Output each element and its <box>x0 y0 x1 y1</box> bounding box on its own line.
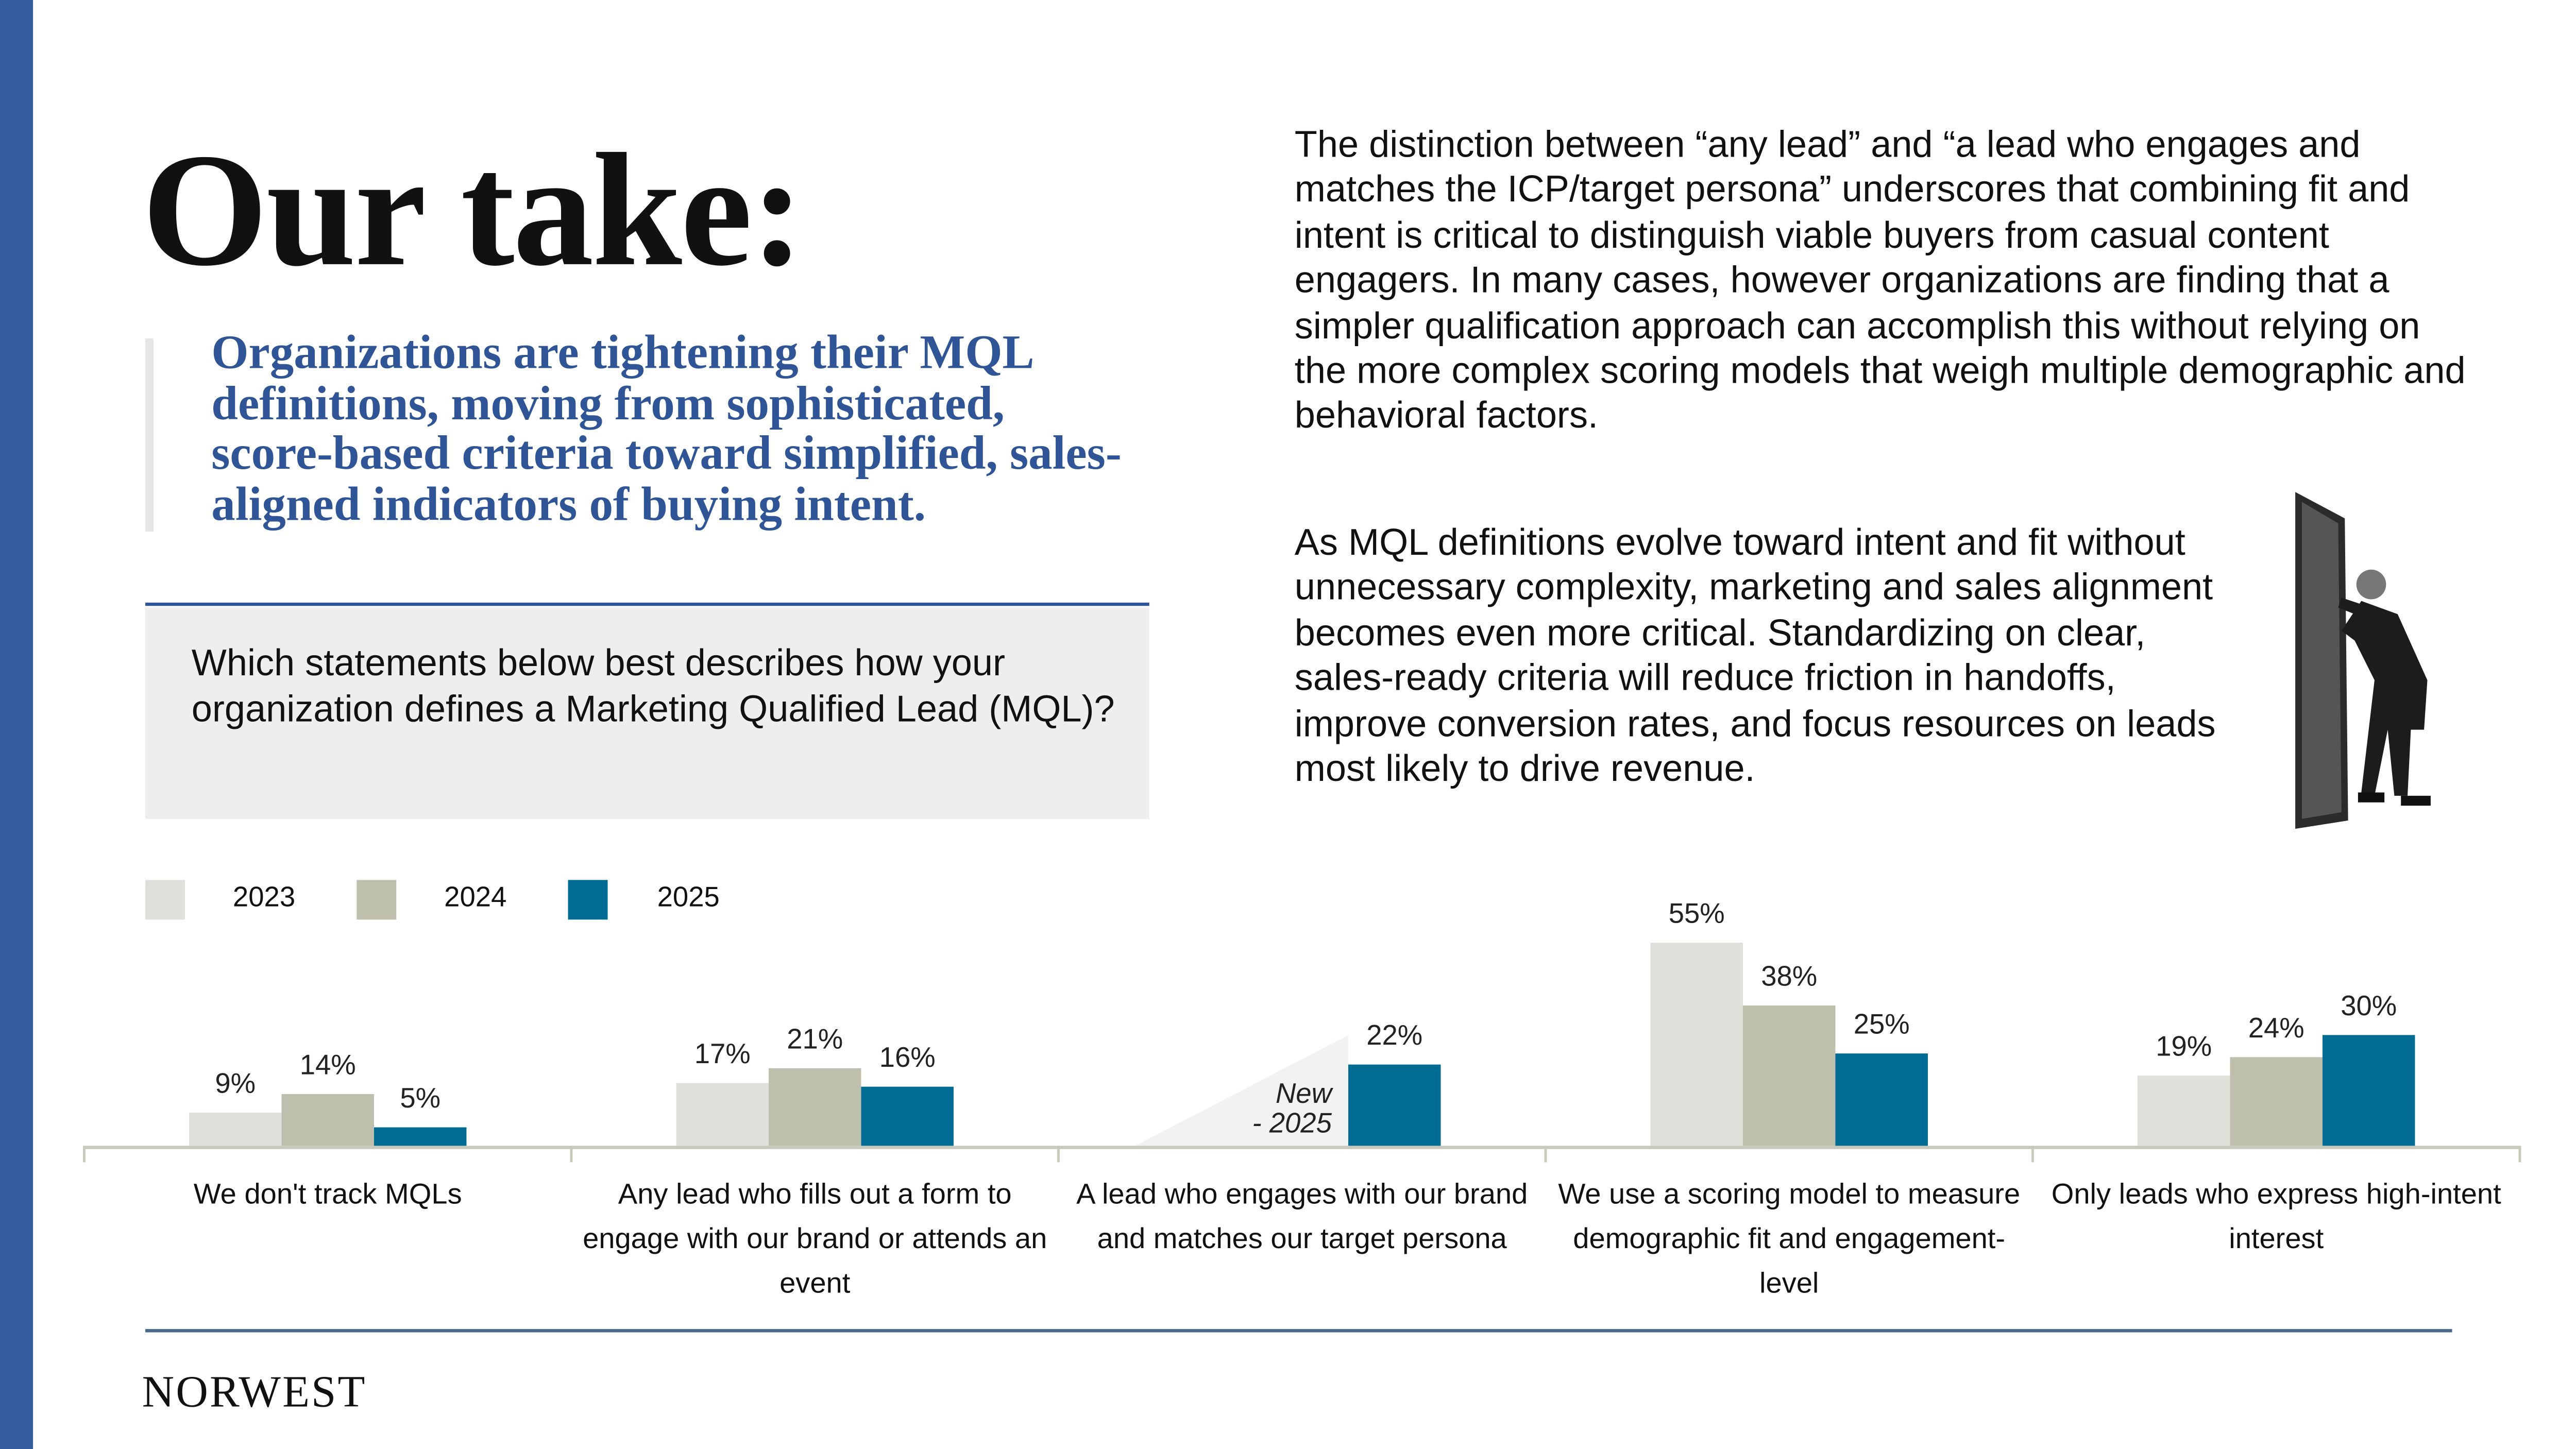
legend-swatch-2025 <box>568 880 608 920</box>
data-label: 21% <box>787 1023 843 1054</box>
data-label: 5% <box>400 1082 440 1114</box>
page-title: Our take: <box>142 122 805 301</box>
question-divider <box>145 602 1149 606</box>
footer-divider <box>145 1329 2452 1333</box>
bar-2023 <box>676 1083 769 1146</box>
new-2025-label: New <box>1276 1078 1334 1109</box>
bar-2025 <box>861 1086 954 1146</box>
survey-question: Which statements below best describes ho… <box>191 642 1115 729</box>
man-pushing-door-image <box>2295 492 2431 829</box>
bar-2023 <box>1650 943 1743 1146</box>
legend-label-2023: 2023 <box>232 881 296 913</box>
quote-border <box>145 338 154 532</box>
bar-2024 <box>281 1094 374 1146</box>
category-label: Any lead who fills out a form to engage … <box>583 1177 1047 1300</box>
data-label: 19% <box>2156 1031 2212 1062</box>
bar-2023 <box>2138 1076 2230 1146</box>
bar-2025 <box>1348 1064 1441 1146</box>
bar-2025 <box>1835 1053 1928 1146</box>
accent-sidebar <box>0 0 33 1449</box>
legend-swatch-2024 <box>357 880 397 920</box>
data-label: 17% <box>694 1038 751 1069</box>
data-label: 9% <box>215 1067 256 1099</box>
body-paragraph-2: As MQL definitions evolve toward intent … <box>1294 521 2216 790</box>
legend-label-2024: 2024 <box>444 881 507 913</box>
category-label: We don't track MQLs <box>193 1177 462 1211</box>
data-label: 30% <box>2341 990 2397 1021</box>
legend-swatch-2023 <box>145 880 185 920</box>
new-2025-marker <box>1135 1035 1348 1146</box>
bar-2023 <box>189 1112 282 1146</box>
category-label: Only leads who express high-intent inter… <box>2051 1177 2501 1255</box>
bar-2024 <box>2230 1057 2323 1146</box>
category-label: A lead who engages with our brand and ma… <box>1076 1177 1528 1255</box>
data-label: 55% <box>1669 898 1725 929</box>
data-label: 22% <box>1366 1019 1422 1051</box>
bar-2025 <box>2322 1035 2415 1146</box>
data-label: 16% <box>879 1042 936 1073</box>
bar-2025 <box>374 1127 467 1146</box>
norwest-logo: NORWEST <box>142 1367 367 1417</box>
new-2025-label: - 2025 <box>1252 1107 1332 1139</box>
question-box <box>145 607 1149 819</box>
data-label: 25% <box>1854 1009 1910 1040</box>
category-label: We use a scoring model to measure demogr… <box>1558 1177 2021 1300</box>
data-label: 38% <box>1761 961 1817 992</box>
data-label: 24% <box>2248 1012 2304 1044</box>
bar-2024 <box>768 1068 861 1146</box>
legend-label-2025: 2025 <box>657 881 720 913</box>
pull-quote: Organizations are tightening their MQL d… <box>211 327 1122 532</box>
data-label: 14% <box>300 1049 356 1081</box>
body-paragraph-1: The distinction between “any lead” and “… <box>1294 124 2466 437</box>
bar-2024 <box>1742 1005 1836 1146</box>
